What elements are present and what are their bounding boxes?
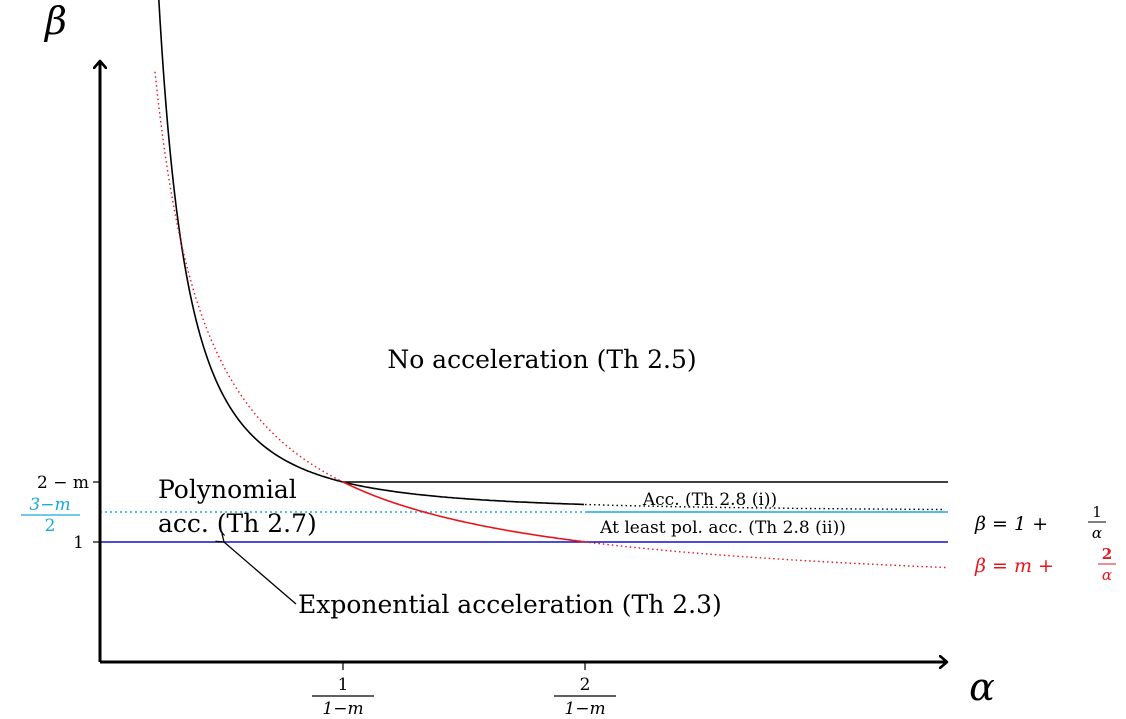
x-tick-label-one-den: 1−m [322,699,363,719]
label-at-least-pol-acc: At least pol. acc. (Th 2.8 (ii)) [599,518,846,538]
label-curve-black: β = 1 + [974,513,1048,535]
y-axis-label: β [43,0,67,43]
label-curve-black-den: α [1092,524,1102,542]
label-no-acceleration: No acceleration (Th 2.5) [387,345,696,374]
label-curve-red-num: 2 [1102,545,1112,563]
label-polynomial-line1: Polynomial [158,475,297,504]
x-tick-label-one-num: 1 [338,675,349,695]
x-axis-label: α [969,665,995,709]
y-tick-label-one: 1 [73,533,84,553]
label-curve-red: β = m + [974,555,1054,577]
y-tick-label-two-minus-m: 2 − m [37,473,89,493]
y-tick-label-three-minus-m-den: 2 [45,516,56,536]
arrow-exponential [215,533,297,605]
label-polynomial-line2: acc. (Th 2.7) [158,509,317,538]
label-acc-th28i: Acc. (Th 2.8 (i)) [642,490,777,510]
curve-beta-m-plus-two-over-alpha-dotted-head [154,71,344,483]
label-exponential-acceleration: Exponential acceleration (Th 2.3) [298,590,722,619]
y-tick-label-three-minus-m-num: 3−m [29,495,70,515]
label-curve-red-den: α [1102,566,1112,584]
label-curve-black-num: 1 [1092,503,1102,521]
x-tick-label-two-den: 1−m [564,699,605,719]
curve-beta-one-plus-one-over-alpha-dotted-tail [584,503,945,511]
curve-beta-m-plus-two-over-alpha-dotted-tail [584,541,949,569]
x-tick-label-two-num: 2 [580,675,591,695]
curve-beta-m-plus-two-over-alpha [342,481,586,543]
curve-beta-one-plus-one-over-alpha [158,0,584,506]
